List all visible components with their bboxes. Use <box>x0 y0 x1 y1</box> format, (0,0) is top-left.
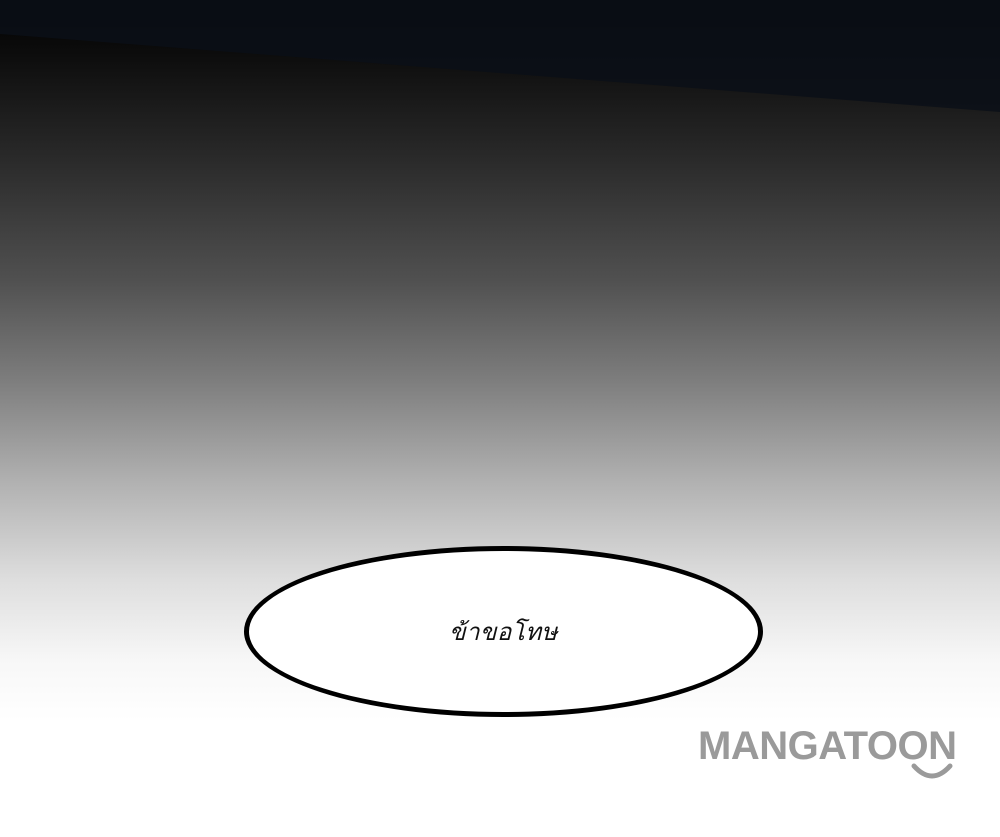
dark-background-band <box>0 0 1000 112</box>
speech-bubble-text: ข้าขอโทษ <box>449 618 558 646</box>
smile-icon <box>911 763 953 779</box>
speech-bubble: ข้าขอโทษ <box>244 546 763 717</box>
watermark-logo-text: MANGATOON <box>698 724 957 768</box>
mangatoon-watermark: MANGATOON <box>698 722 998 788</box>
